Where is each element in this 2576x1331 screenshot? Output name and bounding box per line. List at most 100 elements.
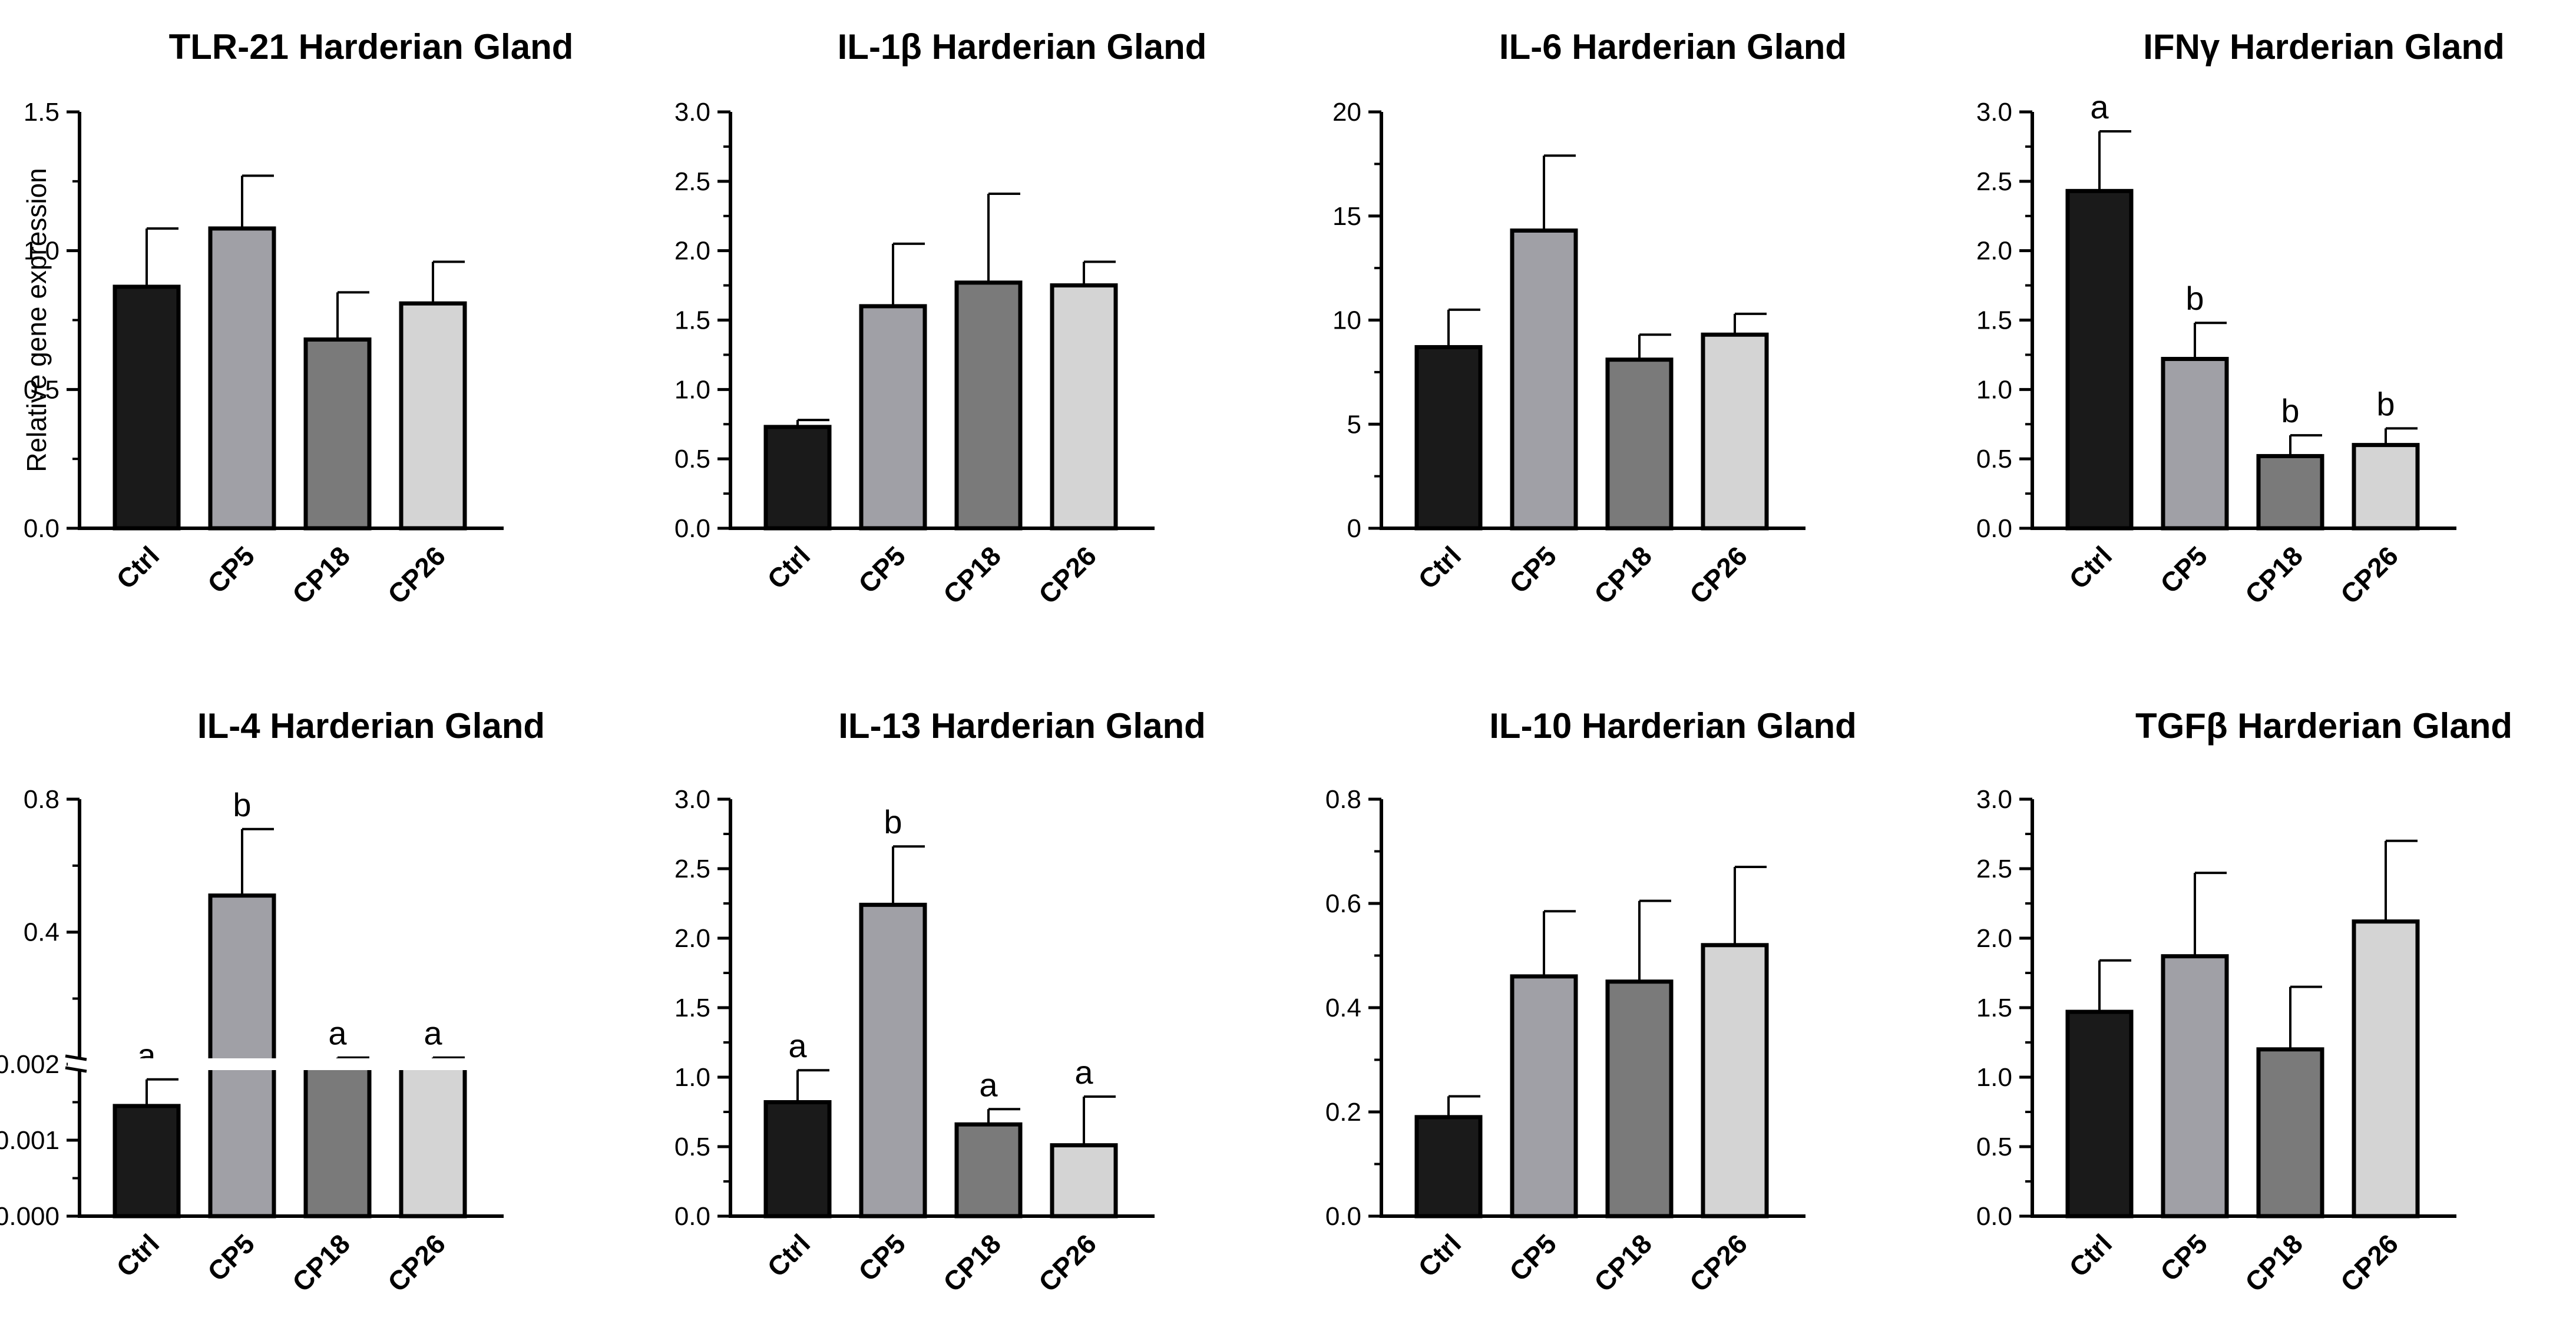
category-label: CP5 — [2154, 1228, 2213, 1287]
panel-title: IL-4 Harderian Gland — [197, 706, 545, 746]
y-tick-label: 2.5 — [674, 167, 710, 196]
y-tick-label: 1.5 — [1976, 994, 2012, 1022]
y-tick-label: 0.0 — [674, 514, 710, 543]
y-tick-label: 0.5 — [1976, 1133, 2012, 1161]
y-tick-label: 3.0 — [1976, 785, 2012, 814]
y-tick-label: 3.0 — [674, 98, 710, 127]
significance-letter: a — [1074, 1054, 1093, 1091]
category-label: Ctrl — [110, 1228, 165, 1283]
significance-letter: b — [884, 803, 902, 840]
y-tick-label: 2.5 — [674, 855, 710, 883]
bar-cp5 — [1510, 974, 1578, 1219]
y-tick-label: 2.5 — [1976, 855, 2012, 883]
category-label: CP5 — [2154, 540, 2213, 599]
y-tick-label: 0.0 — [1976, 1202, 2012, 1231]
significance-letter: b — [2281, 392, 2299, 429]
category-label: CP5 — [1503, 540, 1562, 599]
y-tick-label: 1.0 — [674, 1063, 710, 1092]
y-tick-label: 0.002 — [0, 1050, 59, 1079]
category-label: Ctrl — [1412, 1228, 1467, 1283]
y-tick-label: 1.0 — [674, 375, 710, 404]
bar-cp18 — [1605, 979, 1674, 1219]
bar-cp26 — [399, 301, 467, 531]
bar-ctrl — [2065, 1009, 2134, 1219]
y-tick-label: 0.0 — [24, 514, 59, 543]
y-tick-label: 2.0 — [674, 924, 710, 953]
panel-tlr-21-harderian-gland: TLR-21 Harderian Gland 0.0 0.5 1.0 1.5 Ctrl CP… — [21, 27, 573, 610]
bar-cp18 — [303, 337, 372, 531]
panel-il-1-harderian-gland: IL-1β Harderian Gland 0.0 0.5 1.0 1.5 2.0 2.5 3… — [674, 27, 1207, 610]
y-tick-label: 1.0 — [24, 237, 59, 266]
significance-letter: b — [2185, 280, 2204, 317]
y-tick-label: 0.5 — [674, 1133, 710, 1161]
bar-cp26 — [399, 1062, 467, 1219]
y-tick-label: 2.5 — [1976, 167, 2012, 196]
axis-break-gap — [68, 1058, 510, 1070]
category-label: CP26 — [1033, 540, 1102, 610]
category-label: CP18 — [937, 540, 1007, 610]
y-tick-label: 0.4 — [1325, 994, 1361, 1022]
y-tick-label: 1.5 — [1976, 306, 2012, 335]
y-tick-label: 2.0 — [674, 237, 710, 266]
bar-ctrl — [2065, 188, 2134, 531]
bar-ctrl — [1414, 345, 1483, 531]
bar-ctrl — [763, 425, 832, 531]
category-label: Ctrl — [2063, 540, 2118, 595]
bar-cp18 — [1605, 357, 1674, 531]
y-tick-label: 0.000 — [0, 1202, 59, 1231]
y-tick-label: 0.6 — [1325, 889, 1361, 918]
bar-cp26 — [2352, 443, 2420, 531]
panel-title: IL-10 Harderian Gland — [1489, 706, 1857, 746]
panel-title: IL-13 Harderian Gland — [838, 706, 1206, 746]
y-tick-label: 1.0 — [1976, 1063, 2012, 1092]
bar-cp18 — [2256, 453, 2324, 531]
category-label: CP26 — [382, 540, 451, 610]
panel-title: TGFβ Harderian Gland — [2135, 706, 2512, 746]
panel-il-4-harderian-gland: IL-4 Harderian Gland 0.000 0.001 0.002 0.4 0.… — [0, 706, 545, 1297]
y-tick-label: 2.0 — [1976, 924, 2012, 953]
panel-ifn-harderian-gland: IFNγ Harderian Gland 0.0 0.5 1.0 1.5 2.0 2.5 3.… — [1976, 27, 2505, 610]
y-tick-label: 0.2 — [1325, 1098, 1361, 1127]
bar-cp18 — [954, 280, 1023, 531]
axis-break-mark — [65, 1054, 87, 1061]
significance-letter: b — [2376, 385, 2395, 422]
category-label: Ctrl — [2063, 1228, 2118, 1283]
bar-cp5 — [208, 893, 276, 1219]
bar-cp5 — [1510, 228, 1578, 531]
bar-cp18 — [2256, 1047, 2324, 1219]
y-tick-label: 0.4 — [24, 918, 59, 947]
y-tick-label: 0.0 — [1325, 1202, 1361, 1231]
y-tick-label: 0.5 — [1976, 445, 2012, 474]
y-tick-label: 1.0 — [1976, 375, 2012, 404]
y-tick-label: 3.0 — [674, 785, 710, 814]
y-tick-label: 20 — [1332, 98, 1361, 127]
significance-letter: a — [788, 1027, 807, 1064]
y-tick-label: 5 — [1347, 410, 1361, 439]
y-tick-label: 0.5 — [24, 375, 59, 404]
category-label: CP5 — [852, 1228, 911, 1287]
y-tick-label: 0.5 — [674, 445, 710, 474]
y-tick-label: 0.001 — [0, 1126, 59, 1155]
significance-letter: b — [233, 786, 251, 823]
y-tick-label: 1.5 — [674, 306, 710, 335]
y-tick-label: 10 — [1332, 306, 1361, 335]
category-label: Ctrl — [1412, 540, 1467, 595]
panel-il-13-harderian-gland: IL-13 Harderian Gland 0.0 0.5 1.0 1.5 2.0 2.5 3… — [674, 706, 1206, 1297]
bar-ctrl — [113, 1104, 181, 1219]
y-tick-label: 1.5 — [674, 994, 710, 1022]
category-label: CP5 — [1503, 1228, 1562, 1287]
category-label: CP18 — [937, 1228, 1007, 1297]
category-label: CP5 — [201, 1228, 260, 1287]
category-label: CP26 — [2334, 1228, 2404, 1297]
y-tick-label: 0 — [1347, 514, 1361, 543]
category-label: CP18 — [2239, 540, 2309, 610]
bar-ctrl — [1414, 1115, 1483, 1219]
category-label: Ctrl — [761, 540, 816, 595]
y-tick-label: 15 — [1332, 202, 1361, 231]
y-tick-label: 2.0 — [1976, 237, 2012, 266]
bar-cp5 — [859, 304, 927, 531]
y-tick-label: 0.8 — [24, 785, 59, 814]
panel-title: IL-6 Harderian Gland — [1499, 27, 1847, 67]
category-label: CP26 — [1684, 540, 1753, 610]
